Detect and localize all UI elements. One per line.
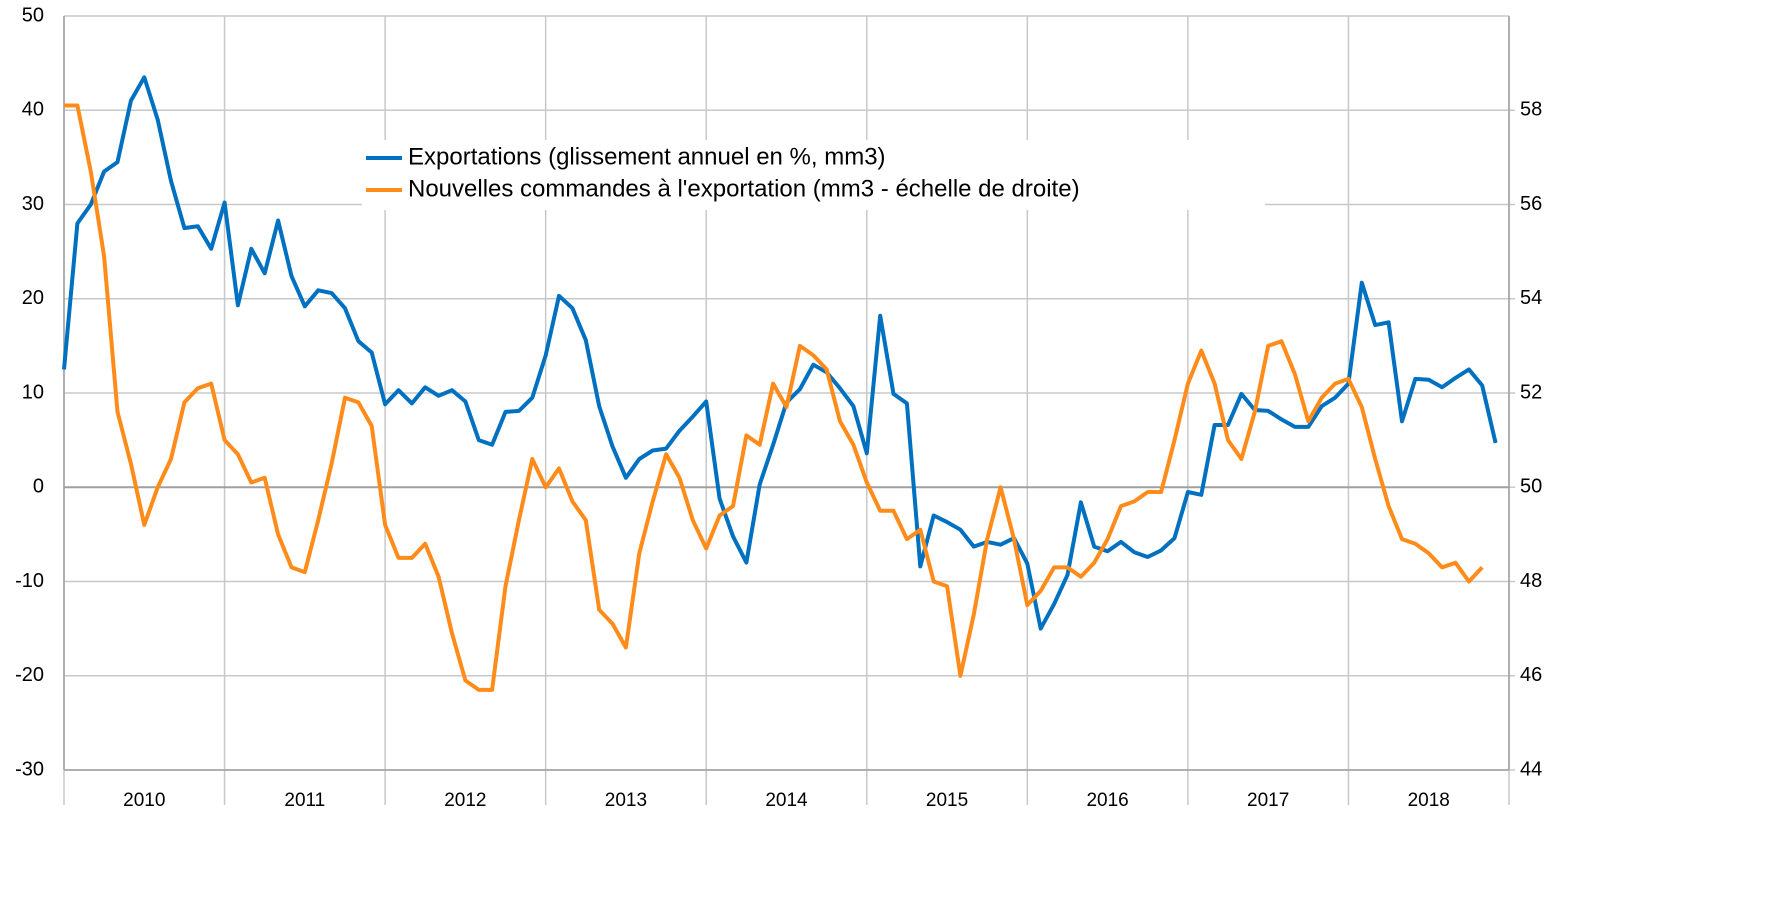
y2-tick-label: 52 [1520,381,1542,403]
x-tick-label: 2012 [444,790,486,811]
y-tick-label: 20 [22,287,44,309]
x-tick-label: 2010 [123,790,165,811]
y-tick-label: -30 [15,758,44,780]
series-line [64,103,1484,692]
x-tick-label: 2014 [765,790,808,811]
y-tick-label: 0 [33,476,44,498]
y-tick-label: -20 [15,664,44,686]
legend-label: Nouvelles commandes à l'exportation (mm3… [408,175,1080,202]
y2-tick-label: 48 [1520,570,1542,592]
y-tick-label: 50 [22,4,44,26]
legend-label: Exportations (glissement annuel en %, mm… [408,143,886,170]
y-tick-label: -10 [15,570,44,592]
x-tick-label: 2017 [1247,790,1289,811]
x-tick-label: 2018 [1408,790,1450,811]
y-tick-label: 30 [22,193,44,215]
y2-tick-label: 46 [1520,664,1542,686]
y2-tick-label: 54 [1520,287,1542,309]
x-tick-label: 2011 [284,790,325,811]
y2-tick-label: 44 [1520,758,1542,780]
x-tick-label: 2015 [926,790,968,811]
legend-box [362,140,1265,210]
y2-tick-label: 56 [1520,193,1542,215]
y2-tick-label: 58 [1520,99,1542,121]
y-tick-label: 40 [22,99,44,121]
x-tick-label: 2016 [1086,790,1128,811]
y-tick-label: 10 [22,381,44,403]
y2-tick-label: 50 [1520,476,1542,498]
x-tick-label: 2013 [605,790,647,811]
